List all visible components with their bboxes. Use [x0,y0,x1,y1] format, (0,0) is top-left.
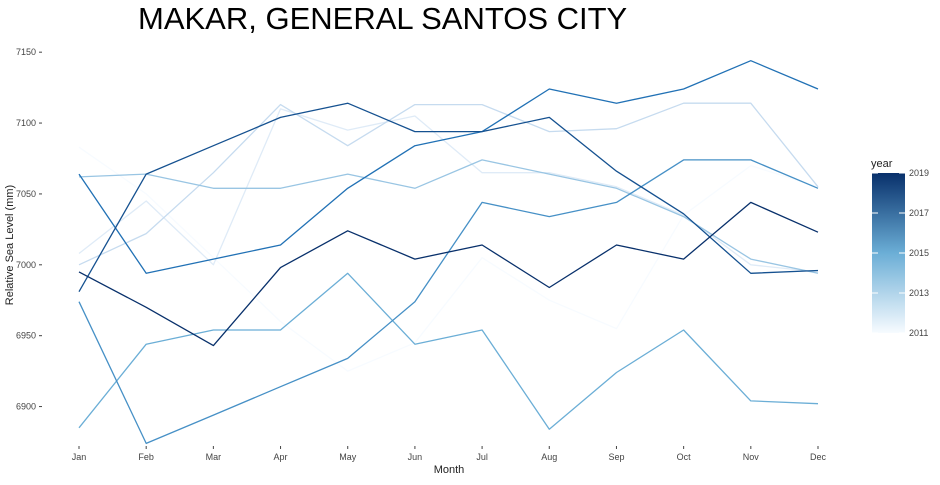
x-tick-label: Feb [138,452,154,462]
x-tick-label: Jan [72,452,87,462]
series-line-2018 [78,102,819,293]
series-line-2019 [78,201,819,347]
legend-tick-label: 2015 [909,248,929,258]
series-line-2012 [78,108,819,273]
y-tick-label: 7150 [16,47,36,57]
series-line-2014 [78,159,819,274]
x-tick-label: Dec [810,452,827,462]
x-tick-label: Jul [476,452,488,462]
x-tick-label: Jun [408,452,423,462]
legend-tick-label: 2011 [909,328,928,338]
x-tick-label: Sep [608,452,624,462]
legend: year 2011 2013 2015 2017 2019 [871,158,929,338]
x-axis: Jan Feb Mar Apr May Jun Jul Aug Sep Oct Nov Dec [72,446,827,462]
x-tick-label: Mar [206,452,222,462]
x-tick-label: Oct [677,452,692,462]
x-tick-label: Aug [541,452,557,462]
y-tick-label: 6950 [16,331,36,341]
y-tick-label: 7050 [16,189,36,199]
series-line-2016 [78,159,819,445]
legend-tick-label: 2017 [909,208,929,218]
legend-tick-label: 2013 [909,288,929,298]
y-tick-label: 7100 [16,118,36,128]
series-line-2011 [78,146,819,372]
legend-tick-label: 2019 [909,168,929,178]
x-tick-label: Nov [743,452,760,462]
x-axis-title: Month [434,464,465,476]
y-tick-label: 6900 [16,402,36,412]
series-line-2017 [78,60,819,274]
x-tick-label: Apr [274,452,288,462]
series-line-2013 [78,102,819,266]
series-layer [78,60,819,445]
chart-title: MAKAR, GENERAL SANTOS CITY [138,1,627,36]
x-tick-label: May [339,452,357,462]
series-line-2015 [78,272,819,430]
y-axis: 6900 6950 7000 7050 7100 7150 [16,47,42,412]
legend-title: year [871,158,893,170]
y-tick-label: 7000 [16,260,36,270]
legend-ticks: 2011 2013 2015 2017 2019 [872,168,929,338]
y-axis-title: Relative Sea Level (mm) [4,185,16,305]
